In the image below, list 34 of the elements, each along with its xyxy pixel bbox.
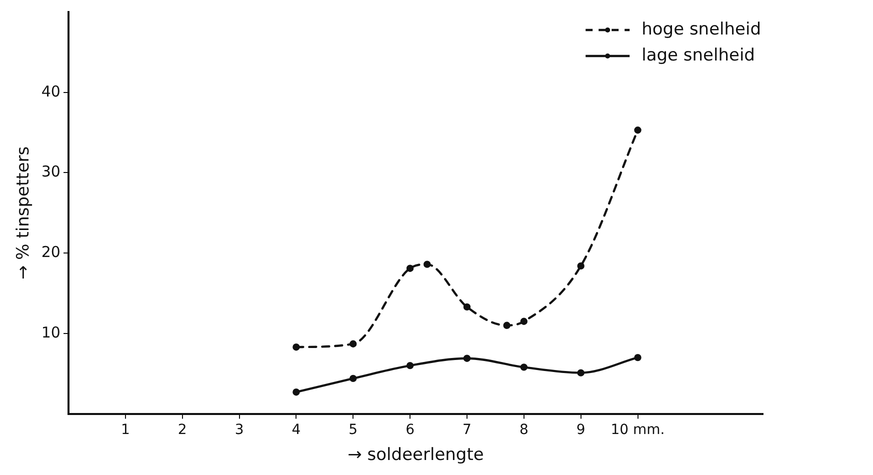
point	[503, 322, 510, 330]
y-axis-title: → % tinspetters	[14, 146, 34, 280]
point	[463, 303, 471, 311]
point	[292, 388, 300, 396]
point	[577, 262, 584, 270]
point	[406, 362, 414, 370]
point	[577, 369, 584, 376]
y-tick-label: 40	[41, 82, 60, 100]
point	[292, 344, 300, 351]
legend-label: hoge snelheid	[642, 19, 761, 40]
point	[634, 126, 642, 134]
point	[463, 354, 471, 362]
x-tick-label: 7	[462, 422, 472, 438]
x-tick-label: 3	[234, 422, 244, 438]
x-tick-label: 2	[178, 422, 187, 438]
x-tick-label: 4	[292, 422, 301, 438]
x-axis-title: → soldeerlengte	[348, 445, 484, 466]
x-tick-label: 5	[348, 422, 358, 438]
y-tick-label: 20	[41, 242, 60, 261]
legend-label: lage snelheid	[642, 45, 755, 66]
x-tick-label: 10 mm.	[610, 422, 665, 438]
y-tick-label: 30	[41, 162, 60, 181]
point	[406, 264, 414, 272]
point	[350, 340, 357, 348]
point	[520, 318, 528, 325]
point	[424, 260, 431, 268]
x-tick-label: 6	[406, 422, 415, 438]
y-tick-label: 10	[41, 323, 60, 342]
x-tick-label: 8	[519, 422, 528, 438]
point	[350, 374, 357, 382]
point	[634, 354, 642, 362]
x-tick-label: 1	[120, 422, 130, 438]
point	[520, 364, 528, 371]
x-tick-label: 9	[576, 422, 586, 438]
